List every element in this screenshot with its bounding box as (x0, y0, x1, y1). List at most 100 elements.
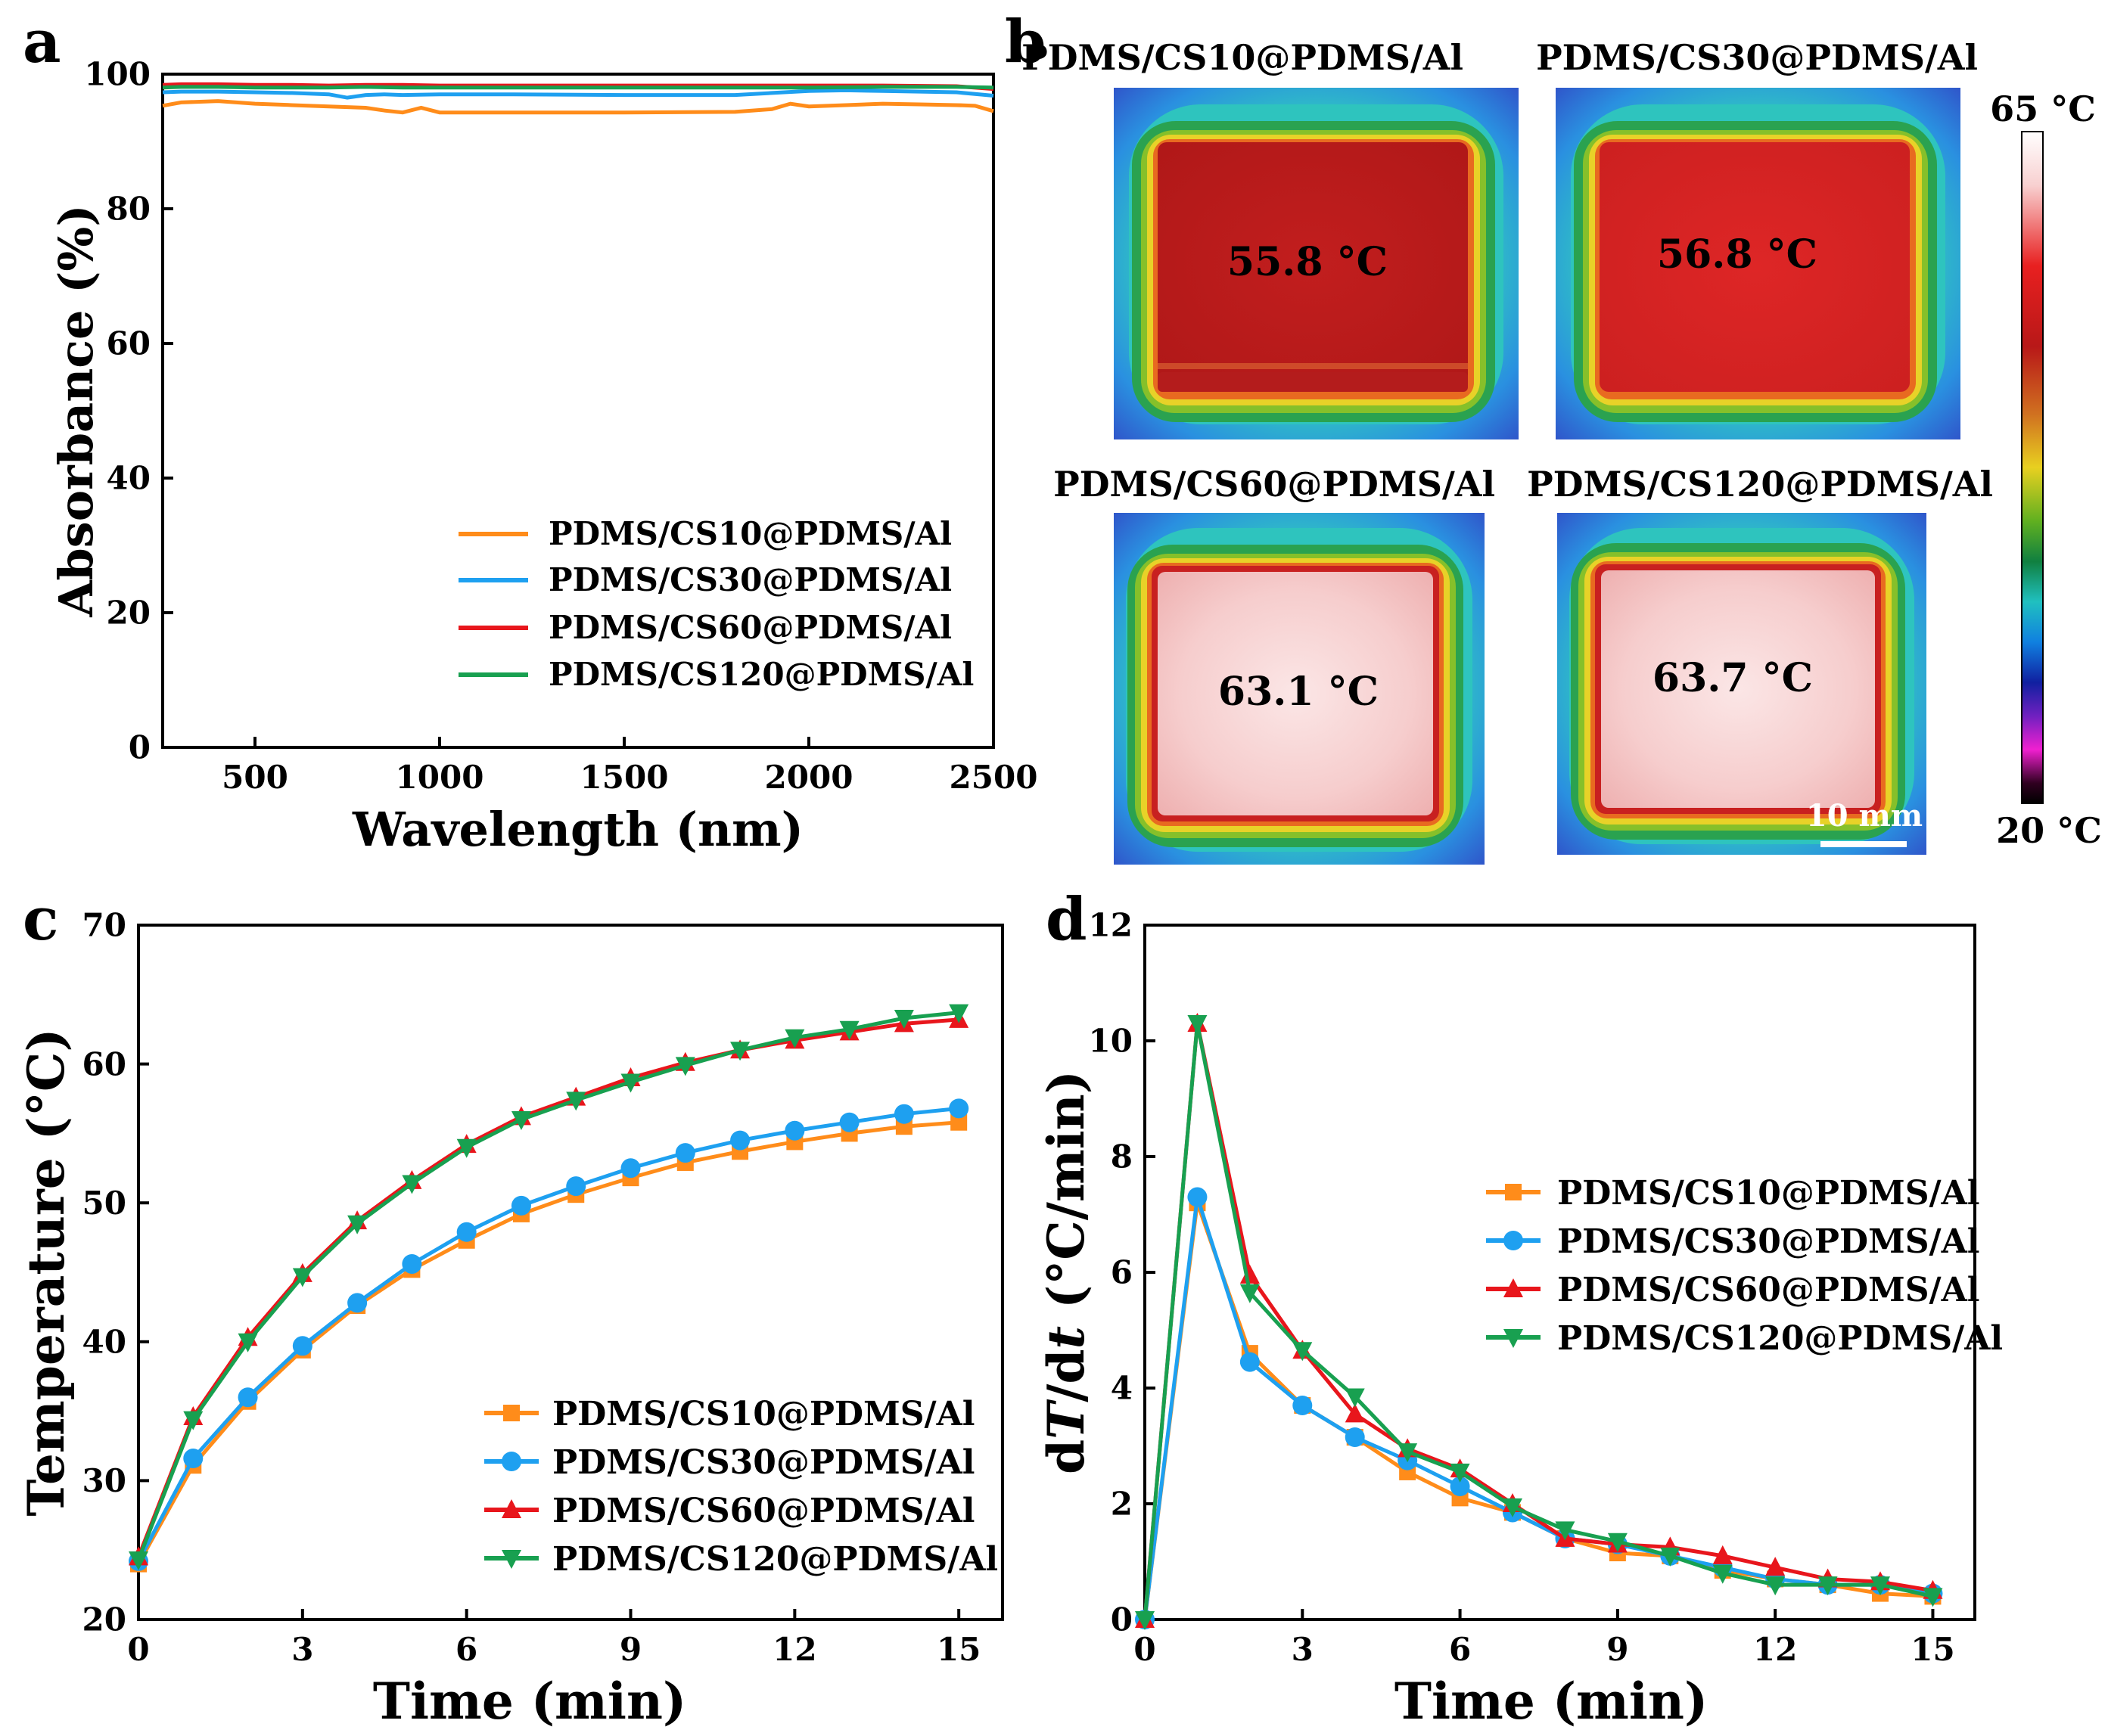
chart-a-ytick-label: 100 (84, 56, 151, 93)
chart-a-legend: PDMS/CS10@PDMS/Al PDMS/CS30@PDMS/Al PDMS… (459, 515, 974, 693)
chart-c-xtick-label: 6 (455, 1631, 477, 1668)
chart-d-xtick-label: 3 (1292, 1631, 1314, 1668)
chart-d-point-cs30 (1345, 1427, 1365, 1448)
chart-a-xlabel: Wavelength (nm) (352, 802, 804, 857)
chart-c-point-cs30 (347, 1293, 368, 1313)
chart-c-point-cs30 (949, 1098, 969, 1119)
chart-d-ytick-label: 12 (1089, 907, 1133, 944)
chart-c-point-cs30 (730, 1130, 751, 1151)
scale-bar-label: 10 mm (1806, 798, 1923, 834)
chart-a-ytick-label: 60 (107, 325, 151, 362)
chart-c-point-cs120 (402, 1175, 422, 1194)
ld-marker-shape (1503, 1329, 1523, 1348)
chart-d-series-cs120 (1143, 1023, 1933, 1620)
chart-d-point-cs120 (1660, 1547, 1680, 1567)
legend-c-marker-cs120 (502, 1550, 521, 1569)
chart-c-point-cs30 (894, 1104, 914, 1124)
chart-a-ylabel: Absorbance (%) (48, 204, 104, 617)
lc-marker-shape (502, 1550, 521, 1569)
chart-d-point-cs30 (1292, 1395, 1313, 1415)
thermal-title-cs10: PDMS/CS10@PDMS/Al (1021, 37, 1463, 78)
chart-d-point-cs120 (1345, 1388, 1365, 1408)
chart-c-point-cs120 (183, 1411, 204, 1430)
legend-c-label-cs120: PDMS/CS120@PDMS/Al (552, 1540, 998, 1579)
chart-a-ytick-label: 40 (107, 460, 151, 497)
legend-c-marker-cs60 (502, 1499, 521, 1518)
chart-d-ytick-label: 6 (1111, 1254, 1133, 1291)
chart-d-point-cs120 (1239, 1284, 1260, 1303)
chart-c-frame (137, 924, 1004, 1621)
legend-a-label-cs10: PDMS/CS10@PDMS/Al (549, 515, 952, 552)
chart-c-point-cs30 (511, 1195, 531, 1216)
chart-a-xtick-label: 2000 (765, 759, 853, 796)
series-a-cs10 (162, 99, 994, 115)
ld-marker-shape (1503, 1278, 1523, 1297)
chart-d-point-cs60 (1239, 1264, 1260, 1284)
chart-c-xtick-label: 12 (773, 1631, 816, 1668)
legend-d-marker-cs60 (1503, 1278, 1523, 1297)
chart-c-point-cs30 (238, 1387, 258, 1408)
chart-c-point-cs30 (620, 1158, 641, 1179)
thermal-image-cs60: 63.1 °C (1114, 513, 1485, 865)
legend-a-label-cs30: PDMS/CS30@PDMS/Al (549, 561, 952, 598)
legend-d-label-cs30: PDMS/CS30@PDMS/Al (1557, 1222, 1979, 1261)
chart-c-point-cs120 (347, 1215, 368, 1234)
legend-c-label-cs10: PDMS/CS10@PDMS/Al (552, 1395, 975, 1433)
chart-c-series-cs30 (136, 1106, 959, 1563)
chart-d-xtick-label: 0 (1133, 1631, 1155, 1668)
chart-d-ytick-label: 4 (1111, 1370, 1133, 1407)
chart-c: 0 3 6 9 12 15 20 30 40 50 60 70 Time (min) Tempera… (17, 907, 1004, 1731)
panel-letter-d: d (1046, 885, 1087, 954)
chart-d-point-cs120 (1870, 1576, 1891, 1596)
chart-c-point-cs30 (183, 1449, 204, 1469)
thermal-temp-cs120: 63.7 °C (1653, 655, 1813, 701)
ld-marker-shape (1505, 1184, 1522, 1200)
chart-c-xtick-label: 3 (291, 1631, 313, 1668)
chart-d-legend: PDMS/CS10@PDMS/Al PDMS/CS30@PDMS/Al PDMS… (1486, 1174, 2003, 1358)
chart-c-ytick-label: 30 (82, 1462, 126, 1499)
chart-c-point-cs120 (292, 1268, 312, 1287)
chart-d-series-cs60 (1143, 1023, 1933, 1620)
thermal-image-cs10: 55.8 °C (1114, 88, 1519, 439)
chart-d-xlabel: Time (min) (1394, 1672, 1708, 1731)
chart-c-point-cs120 (839, 1020, 860, 1040)
chart-d-point-cs120 (1923, 1588, 1943, 1607)
chart-c-legend: PDMS/CS10@PDMS/Al PDMS/CS30@PDMS/Al PDMS… (484, 1395, 998, 1579)
legend-d-marker-cs30 (1503, 1231, 1523, 1250)
chart-d-ytick-label: 10 (1089, 1023, 1133, 1060)
chart-d-ytick-label: 2 (1111, 1486, 1133, 1523)
chart-c-ytick-label: 20 (82, 1601, 126, 1638)
chart-a-xtick-label: 2500 (950, 759, 1038, 796)
chart-d-point-cs120 (1607, 1533, 1628, 1552)
thermal-image-cs120: 63.7 °C 10 mm (1557, 513, 1926, 855)
chart-c-ytick-label: 40 (82, 1324, 126, 1361)
chart-c-point-cs30 (839, 1112, 860, 1132)
chart-d-ylabel: dT/dt (°C/min) (1037, 1070, 1096, 1474)
chart-c-point-cs120 (949, 1004, 969, 1023)
chart-c-xlabel: Time (min) (373, 1672, 686, 1731)
legend-c-marker-cs30 (502, 1452, 521, 1471)
chart-d-point-cs30 (1239, 1352, 1260, 1372)
thermal-title-cs120: PDMS/CS120@PDMS/Al (1527, 464, 1993, 505)
chart-c-point-cs120 (129, 1551, 148, 1571)
lc-marker-shape (502, 1452, 521, 1471)
lc-marker-shape (503, 1405, 520, 1421)
chart-c-ytick-label: 50 (82, 1185, 126, 1222)
chart-d-point-cs120 (1817, 1576, 1838, 1596)
chart-d-point-cs120 (1555, 1521, 1575, 1541)
chart-d-point-cs30 (1450, 1477, 1470, 1497)
colorbar (2021, 131, 2044, 804)
legend-c-marker-cs10 (503, 1405, 520, 1421)
chart-d: 0 3 6 9 12 15 0 2 4 6 8 10 12 Time (min) dT/dt (°C/… (1037, 907, 2003, 1731)
chart-c-point-cs120 (566, 1092, 586, 1111)
chart-c-point-cs30 (402, 1253, 422, 1274)
chart-a-xtick-label: 1500 (580, 759, 669, 796)
chart-a-frame (161, 73, 995, 749)
panel-letter-b: b (1005, 8, 1046, 76)
chart-c-point-cs30 (675, 1143, 695, 1163)
panel-letter-a: a (23, 8, 61, 76)
chart-c-point-cs30 (456, 1222, 477, 1242)
chart-c-point-cs120 (620, 1073, 641, 1093)
chart-a-ytick-label: 0 (129, 729, 151, 766)
